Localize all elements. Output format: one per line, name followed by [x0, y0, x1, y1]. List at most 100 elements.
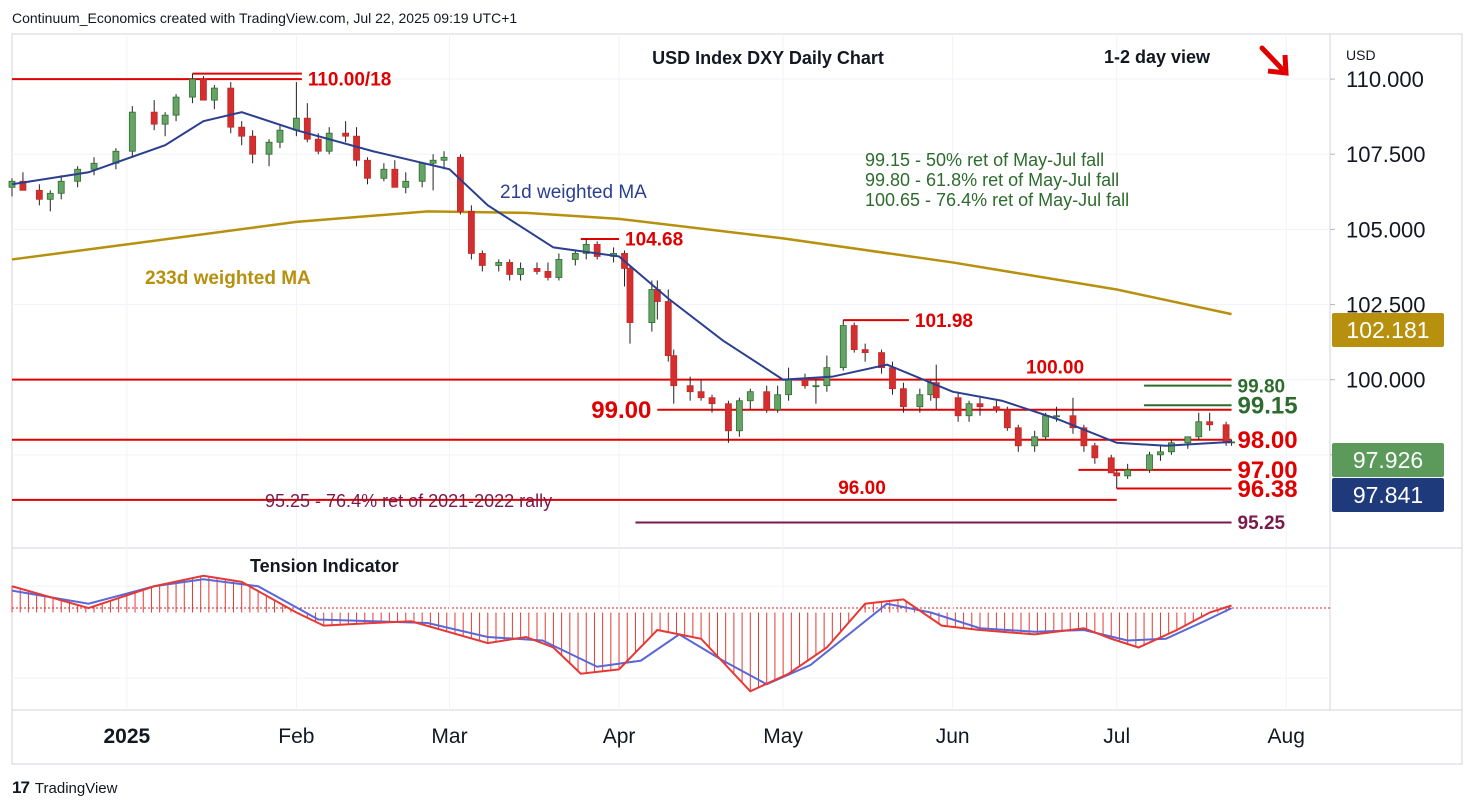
bull-candle	[210, 85, 218, 110]
bull-candle	[774, 385, 782, 413]
time-axis[interactable]: 2025 Feb Mar Apr May Jun Jul Aug	[103, 725, 1304, 748]
candle-body	[227, 87, 235, 128]
ma21-path	[11, 111, 1232, 447]
indicator-title: Tension Indicator	[250, 556, 399, 576]
level-label: 99.80	[1238, 376, 1286, 397]
bear-candle	[670, 349, 678, 404]
bear-candle	[932, 364, 940, 410]
bull-candle	[582, 238, 590, 260]
candle-body	[172, 96, 180, 116]
tradingview-logo[interactable]: 17 TradingView	[12, 778, 117, 798]
x-tick-label: Apr	[603, 725, 636, 748]
bull-candle	[1124, 463, 1132, 479]
bull-candle	[785, 367, 792, 401]
bear-candle	[342, 121, 350, 143]
candle-body	[916, 394, 924, 408]
candle-body	[342, 132, 350, 137]
candle-body	[555, 259, 563, 278]
candle-body	[90, 162, 98, 170]
bear-candle	[878, 349, 885, 374]
chart-credit: Continuum_Economics created with Trading…	[12, 10, 518, 26]
bear-candle	[544, 262, 552, 281]
bull-candle	[8, 178, 16, 197]
candle-body	[189, 78, 196, 98]
bull-candle	[746, 388, 754, 410]
candle-body	[1031, 436, 1039, 447]
bear-candle	[900, 382, 907, 413]
bull-candle	[555, 253, 563, 281]
x-tick-label: Aug	[1268, 725, 1305, 748]
candle-body	[292, 117, 300, 131]
price-badge-bg	[1332, 478, 1444, 512]
x-tick-label: Mar	[431, 725, 467, 748]
bear-candle	[954, 391, 962, 422]
candle-body	[801, 379, 809, 387]
bull-candle	[46, 190, 54, 212]
tradingview-brand: TradingView	[34, 779, 118, 797]
candle-body	[670, 355, 678, 387]
price-badges: 102.181 97.926 97.841	[1332, 313, 1444, 512]
candle-body	[648, 289, 656, 323]
bull-candle	[112, 148, 120, 170]
candle-body	[249, 135, 257, 155]
candle-body	[686, 385, 694, 393]
candle-body	[1222, 424, 1230, 444]
bear-candle	[19, 172, 27, 191]
level-label: 96.00	[838, 478, 886, 499]
bear-candle	[861, 343, 869, 362]
candlesticks	[8, 73, 1235, 489]
level-label: 101.98	[915, 311, 973, 332]
x-tick-label: Feb	[278, 725, 314, 748]
x-tick-label: Jul	[1103, 725, 1130, 748]
candle-body	[582, 244, 590, 254]
level-label: 110.00/18	[308, 70, 391, 91]
x-tick-label: 2025	[103, 725, 150, 748]
price-badge-bg	[1332, 313, 1444, 347]
candle-body	[544, 271, 552, 278]
ma21-label: 21d weighted MA	[500, 182, 647, 203]
x-tick-label: May	[763, 725, 803, 748]
retracement-note-764: 100.65 - 76.4% ret of May-Jul fall	[865, 190, 1129, 210]
bear-candle	[391, 160, 399, 188]
candle-body	[506, 262, 514, 275]
bear-candle	[1003, 406, 1011, 431]
candle-body	[725, 403, 732, 432]
candle-body	[265, 141, 273, 155]
price-axis[interactable]: 110.000107.500105.000102.500100.00097.50…	[1330, 67, 1426, 468]
candle-body	[785, 379, 792, 396]
candle-body	[1168, 442, 1175, 453]
bull-candle	[735, 397, 743, 437]
candle-body	[276, 129, 284, 143]
bull-candle	[172, 94, 180, 122]
bear-candle	[664, 289, 672, 362]
y-tick-label: 105.000	[1346, 217, 1426, 242]
bear-candle	[686, 376, 694, 401]
bull-candle	[495, 259, 503, 272]
bear-candle	[1206, 412, 1214, 431]
bull-candle	[648, 280, 656, 332]
candle-body	[517, 268, 525, 275]
bull-candle	[161, 112, 169, 137]
bull-candle	[429, 154, 437, 191]
y-tick-label: 107.500	[1346, 142, 1426, 167]
candle-body	[418, 162, 426, 182]
candle-body	[571, 253, 579, 260]
bull-candle	[965, 400, 973, 422]
bear-candle	[150, 100, 158, 131]
candle-body	[812, 385, 820, 388]
indicator-slow-line	[11, 578, 1232, 686]
level-label: 104.68	[625, 230, 683, 251]
bear-candle	[697, 379, 705, 401]
retracement-note-618: 99.80 - 61.8% ret of May-Jul fall	[865, 170, 1119, 190]
candle-body	[839, 325, 847, 369]
bear-candle	[1014, 424, 1022, 452]
candle-body	[210, 87, 218, 101]
level-label: 99.00	[591, 397, 651, 424]
y-tick-label: 110.000	[1346, 67, 1424, 92]
bear-candle	[1107, 454, 1115, 474]
level-label: 95.25	[1238, 513, 1286, 534]
bull-candle	[57, 175, 65, 200]
bear-candle	[506, 259, 514, 281]
candle-body	[128, 111, 136, 152]
